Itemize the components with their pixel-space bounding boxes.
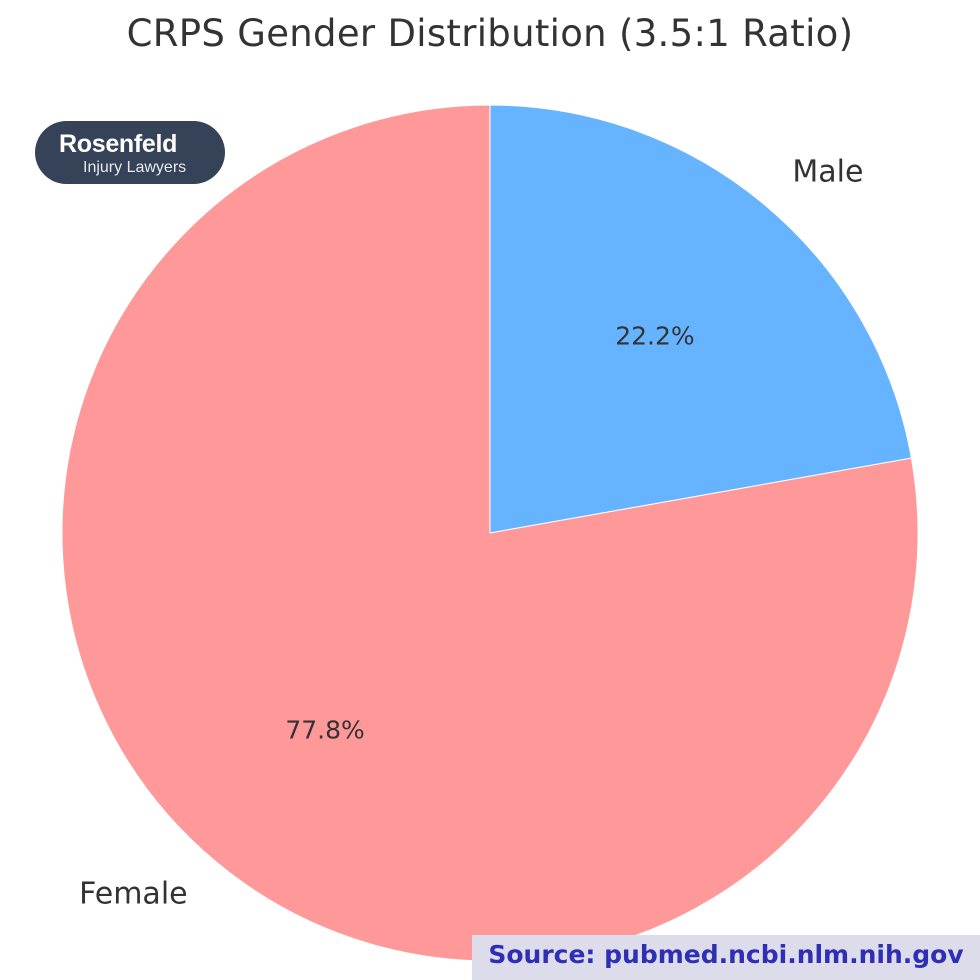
pie-category-label-male: Male xyxy=(792,155,863,190)
logo-brand: Rosenfeld xyxy=(59,130,178,158)
pie-pct-label-female: 77.8% xyxy=(285,715,364,744)
source-box: Source: pubmed.ncbi.nlm.nih.gov xyxy=(472,935,980,980)
logo-tagline: Injury Lawyers xyxy=(83,159,187,176)
chart-title: CRPS Gender Distribution (3.5:1 Ratio) xyxy=(126,12,854,55)
pie-category-label-female: Female xyxy=(79,876,187,911)
source-text: Source: pubmed.ncbi.nlm.nih.gov xyxy=(488,940,964,969)
rosenfeld-logo: Rosenfeld Injury Lawyers xyxy=(35,121,225,184)
pie-slice-female xyxy=(61,104,919,962)
pie-slice-male xyxy=(489,104,912,534)
pie-pct-label-male: 22.2% xyxy=(615,322,694,351)
